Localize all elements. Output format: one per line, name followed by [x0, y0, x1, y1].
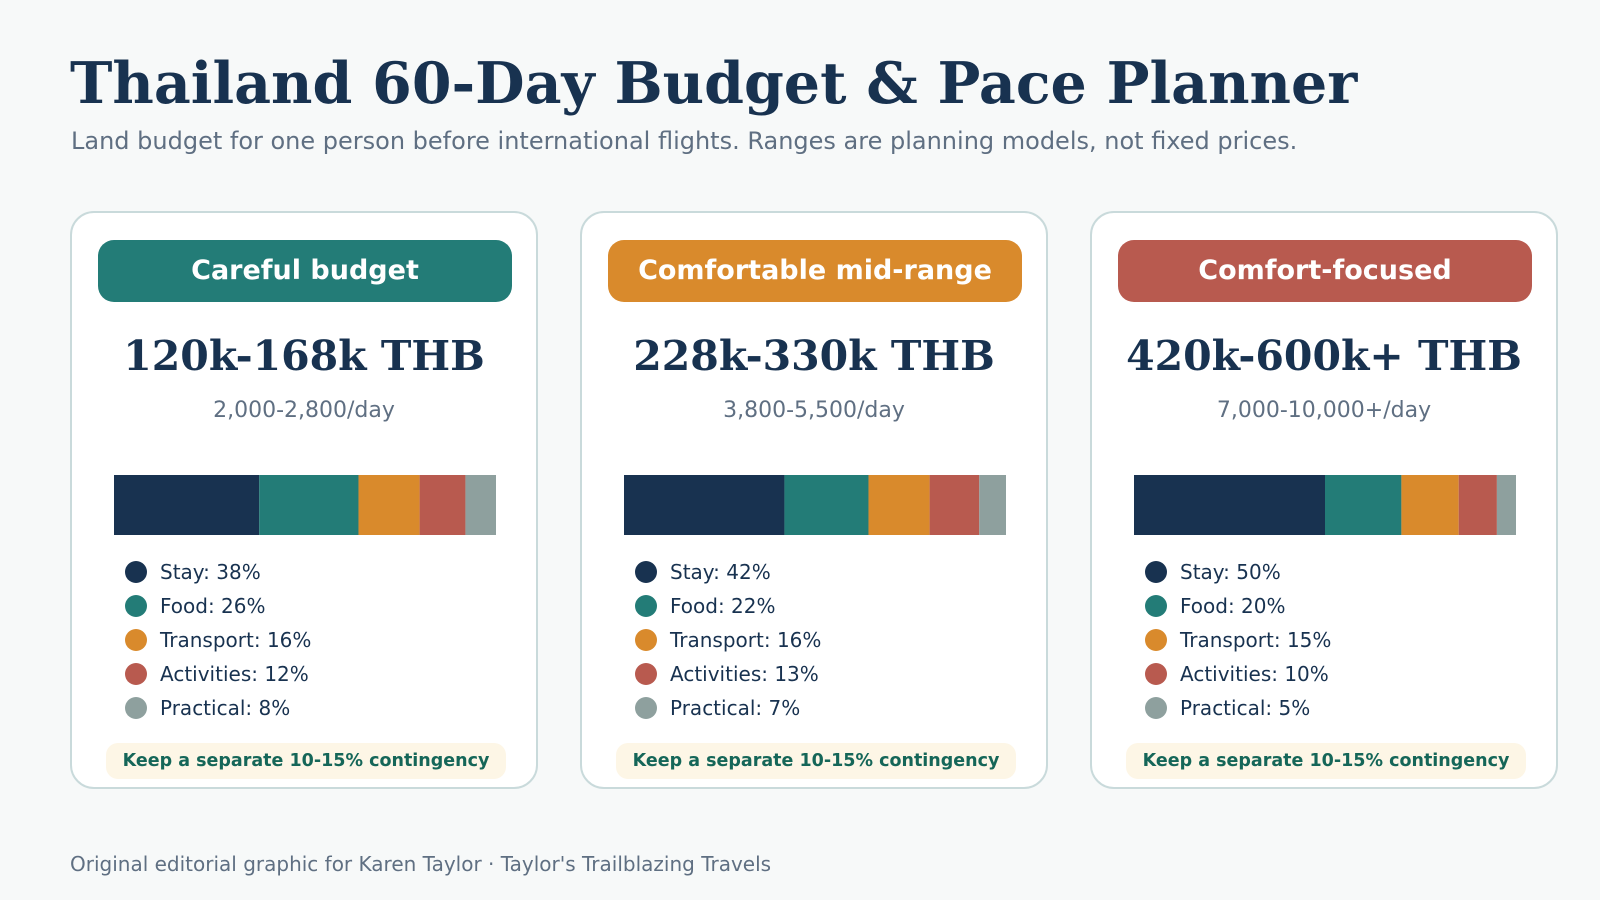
legend-label: Food: 22%	[670, 594, 776, 618]
bar-segment-practical	[465, 475, 496, 535]
tier-badge: Comfort-focused	[1118, 240, 1532, 302]
contingency-note: Keep a separate 10-15% contingency	[616, 743, 1016, 779]
contingency-note: Keep a separate 10-15% contingency	[1126, 743, 1526, 779]
legend-label: Food: 20%	[1180, 594, 1286, 618]
legend-label: Practical: 7%	[670, 696, 801, 720]
legend-dot-stay	[125, 561, 147, 583]
stacked-bar-chart	[1134, 475, 1516, 535]
stacked-bar-chart	[114, 475, 496, 535]
legend-dot-practical	[1145, 697, 1167, 719]
total-range: 120k-168k THB	[123, 332, 485, 380]
bar-segment-stay	[1134, 475, 1325, 535]
budget-card-careful: Careful budget 120k-168k THB 2,000-2,800…	[70, 211, 538, 789]
contingency-note: Keep a separate 10-15% contingency	[106, 743, 506, 779]
legend-label: Transport: 15%	[1180, 628, 1332, 652]
total-range: 420k-600k+ THB	[1126, 332, 1522, 380]
legend-dot-activities	[125, 663, 147, 685]
legend-dot-activities	[1145, 663, 1167, 685]
daily-range: 2,000-2,800/day	[213, 398, 395, 423]
daily-range: 3,800-5,500/day	[723, 398, 905, 423]
legend-dot-food	[635, 595, 657, 617]
legend-label: Activities: 12%	[160, 662, 309, 686]
legend-label: Stay: 50%	[1180, 560, 1281, 584]
bar-segment-stay	[114, 475, 260, 535]
bar-segment-food	[1325, 475, 1402, 535]
legend-dot-transport	[125, 629, 147, 651]
page-subtitle: Land budget for one person before intern…	[71, 127, 1298, 155]
stacked-bar-chart	[624, 475, 1006, 535]
bar-segment-stay	[624, 475, 785, 535]
budget-card-mid-range: Comfortable mid-range 228k-330k THB 3,80…	[580, 211, 1048, 789]
legend-dot-transport	[1145, 629, 1167, 651]
bar-segment-transport	[358, 475, 420, 535]
bar-segment-transport	[868, 475, 930, 535]
page-title: Thailand 60-Day Budget & Pace Planner	[70, 50, 1358, 117]
legend-label: Transport: 16%	[670, 628, 822, 652]
legend-label: Stay: 42%	[670, 560, 771, 584]
legend-dot-transport	[635, 629, 657, 651]
budget-card-comfort: Comfort-focused 420k-600k+ THB 7,000-10,…	[1090, 211, 1558, 789]
bar-segment-practical	[979, 475, 1006, 535]
legend-dot-activities	[635, 663, 657, 685]
bar-segment-practical	[1496, 475, 1516, 535]
legend-label: Transport: 16%	[160, 628, 312, 652]
legend-dot-food	[125, 595, 147, 617]
legend-label: Practical: 8%	[160, 696, 291, 720]
bar-segment-food	[259, 475, 359, 535]
legend-dot-stay	[1145, 561, 1167, 583]
legend-dot-food	[1145, 595, 1167, 617]
bar-segment-activities	[929, 475, 980, 535]
bar-segment-activities	[1458, 475, 1497, 535]
legend-dot-practical	[635, 697, 657, 719]
legend-dot-practical	[125, 697, 147, 719]
tier-badge: Comfortable mid-range	[608, 240, 1022, 302]
bar-segment-food	[784, 475, 869, 535]
legend-dot-stay	[635, 561, 657, 583]
legend-label: Food: 26%	[160, 594, 266, 618]
daily-range: 7,000-10,000+/day	[1216, 398, 1432, 423]
legend-label: Stay: 38%	[160, 560, 261, 584]
legend-label: Activities: 13%	[670, 662, 819, 686]
tier-badge: Careful budget	[98, 240, 512, 302]
total-range: 228k-330k THB	[633, 332, 995, 380]
bar-segment-activities	[419, 475, 466, 535]
footer-credit: Original editorial graphic for Karen Tay…	[70, 852, 772, 876]
legend-label: Activities: 10%	[1180, 662, 1329, 686]
legend-label: Practical: 5%	[1180, 696, 1311, 720]
bar-segment-transport	[1401, 475, 1459, 535]
